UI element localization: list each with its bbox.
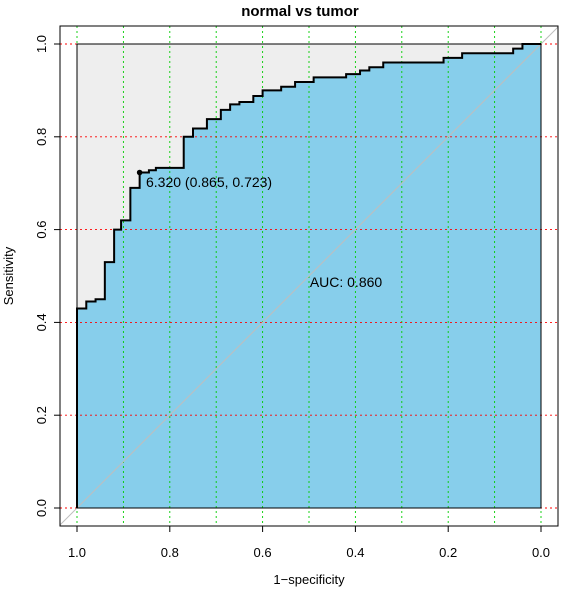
y-tick-label-5: 1.0 [34, 35, 49, 53]
y-axis-label: Sensitivity [1, 246, 16, 305]
x-tick-label-0: 1.0 [68, 545, 86, 560]
y-tick-label-4: 0.8 [34, 128, 49, 146]
threshold-point-layer [136, 169, 143, 176]
x-tick-label-1: 0.8 [161, 545, 179, 560]
y-axis: 0.0 0.2 0.4 0.6 0.8 1.0 [34, 35, 60, 517]
plot-box-frame [59, 25, 559, 527]
roc-curve [76, 43, 541, 508]
y-tick-label-3: 0.6 [34, 221, 49, 239]
diagonal-line [59, 26, 559, 526]
auc-label: AUC: 0.860 [310, 274, 383, 290]
x-axis-label: 1−specificity [273, 572, 345, 587]
x-tick-label-5: 0.0 [532, 545, 550, 560]
roc-curve-layer [76, 43, 541, 508]
x-axis: 1.0 0.8 0.6 0.4 0.2 0.0 [68, 526, 550, 560]
chart-title: normal vs tumor [241, 3, 359, 20]
threshold-point [136, 169, 143, 176]
plot-frame-layer [59, 25, 559, 527]
y-tick-label-1: 0.2 [34, 406, 49, 424]
y-tick-label-2: 0.4 [34, 313, 49, 331]
threshold-label: 6.320 (0.865, 0.723) [146, 174, 272, 190]
y-tick-label-0: 0.0 [34, 499, 49, 517]
x-tick-label-3: 0.4 [346, 545, 364, 560]
diagonal-layer [59, 26, 559, 526]
x-tick-label-2: 0.6 [254, 545, 272, 560]
unit-square-frame [76, 43, 542, 509]
x-tick-label-4: 0.2 [439, 545, 457, 560]
